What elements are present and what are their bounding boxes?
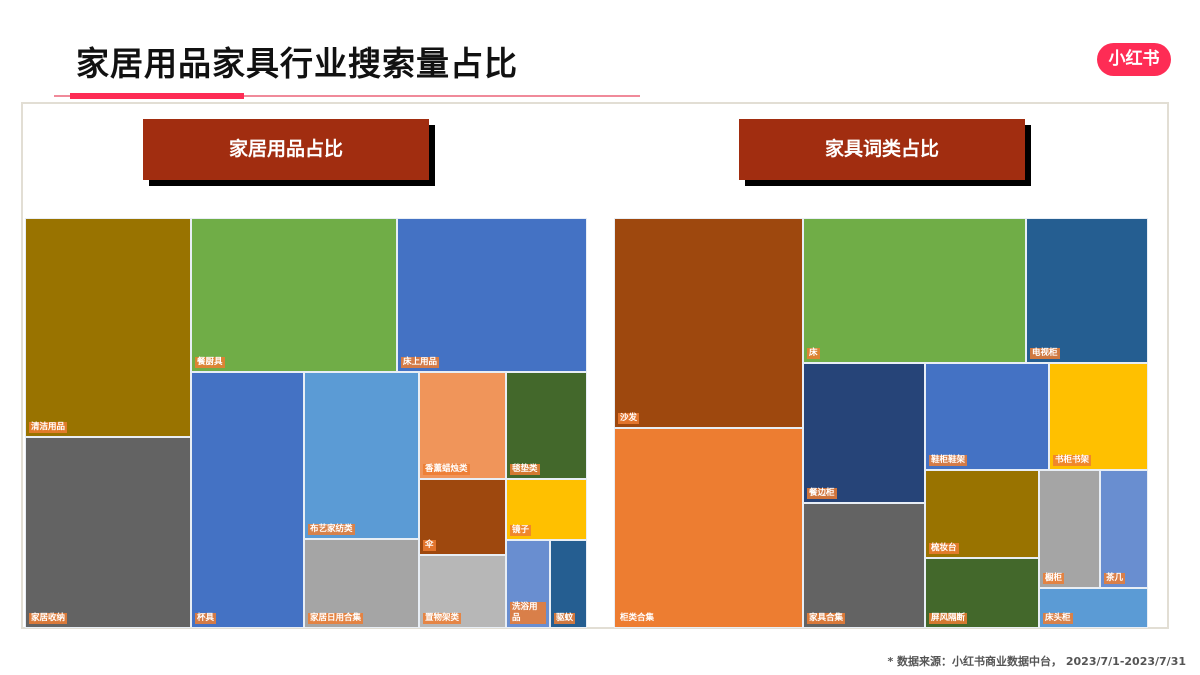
treemap-cell: 床 [803, 218, 1026, 363]
treemap-cell: 柜类合集 [614, 428, 803, 628]
treemap-cell: 屏风隔断 [925, 558, 1039, 628]
treemap-cell-label: 驱蚊 [554, 613, 576, 624]
treemap-cell: 镜子 [506, 479, 587, 540]
treemap-cell-label: 床头柜 [1043, 613, 1073, 624]
treemap-cell: 香薰蜡烛类 [419, 372, 506, 479]
treemap-cell: 毯垫类 [506, 372, 587, 479]
treemap-cell-label: 沙发 [618, 413, 640, 424]
treemap-cell-label: 书柜书架 [1053, 455, 1092, 466]
treemap-cell-label: 屏风隔断 [929, 613, 968, 624]
treemap-cell-label: 家居日用合集 [308, 613, 364, 624]
treemap-cell-label: 床上用品 [401, 357, 440, 368]
treemap-cell-label: 毯垫类 [510, 464, 540, 475]
treemap-cell: 驱蚊 [550, 540, 587, 628]
treemap-cell-label: 镜子 [510, 525, 532, 536]
treemap-cell-label: 床 [807, 348, 820, 359]
treemap-cell-label: 电视柜 [1030, 348, 1060, 359]
furniture-treemap: 沙发柜类合集 床 电视柜餐边柜家具合集 鞋柜鞋架 书柜书架梳妆台屏风隔断 橱柜 茶几床头柜 [614, 218, 1148, 628]
treemap-cell-label: 橱柜 [1043, 573, 1065, 584]
treemap-cell: 沙发 [614, 218, 803, 428]
treemap-cell-label: 伞 [423, 540, 436, 551]
title-underline-accent [70, 93, 244, 99]
treemap-cell-label: 家具合集 [807, 613, 846, 624]
treemap-cell: 家居日用合集 [304, 539, 419, 628]
treemap-cell: 橱柜 [1039, 470, 1100, 588]
treemap-cell: 床头柜 [1039, 588, 1148, 628]
treemap-cell-label: 布艺家纺类 [308, 524, 355, 535]
furniture-header: 家具词类占比 [739, 119, 1025, 180]
treemap-cell: 书柜书架 [1049, 363, 1148, 470]
treemap-cell-label: 鞋柜鞋架 [929, 455, 968, 466]
treemap-cell: 洗浴用品 [506, 540, 550, 628]
treemap-cell-label: 家居收纳 [29, 613, 68, 624]
treemap-cell-label: 餐厨具 [195, 357, 225, 368]
page-title: 家居用品家具行业搜索量占比 [76, 44, 518, 83]
treemap-cell: 鞋柜鞋架 [925, 363, 1049, 470]
household-goods-header: 家居用品占比 [143, 119, 429, 180]
treemap-cell-label: 梳妆台 [929, 543, 959, 554]
xiaohongshu-logo: 小红书 [1097, 43, 1171, 76]
treemap-cell: 餐厨具 [191, 218, 397, 372]
treemap-cell-label: 茶几 [1104, 573, 1126, 584]
treemap-cell-label: 香薰蜡烛类 [423, 464, 470, 475]
treemap-cell: 置物架类 [419, 555, 506, 628]
treemap-cell-label: 清洁用品 [29, 422, 68, 433]
treemap-cell: 布艺家纺类 [304, 372, 419, 539]
treemap-cell: 茶几 [1100, 470, 1148, 588]
treemap-cell: 家具合集 [803, 503, 925, 628]
treemap-cell: 餐边柜 [803, 363, 925, 503]
treemap-cell: 梳妆台 [925, 470, 1039, 558]
data-source-footnote: * 数据来源：小红书商业数据中台， 2023/7/1-2023/7/31 [887, 655, 1186, 668]
treemap-cell-label: 柜类合集 [618, 613, 657, 624]
household-goods-treemap: 清洁用品家居收纳 餐厨具 床上用品杯具 布艺家纺类家居日用合集 香薰蜡烛类 毯垫类伞 镜子置… [25, 218, 587, 628]
title-underline [54, 95, 640, 97]
treemap-cell: 电视柜 [1026, 218, 1148, 363]
treemap-cell-label: 餐边柜 [807, 488, 837, 499]
treemap-cell: 清洁用品 [25, 218, 191, 437]
treemap-cell: 杯具 [191, 372, 304, 628]
treemap-cell-label: 洗浴用品 [510, 602, 546, 624]
treemap-cell-label: 置物架类 [423, 613, 462, 624]
treemap-cell: 伞 [419, 479, 506, 555]
treemap-cell: 家居收纳 [25, 437, 191, 628]
treemap-cell: 床上用品 [397, 218, 587, 372]
treemap-cell-label: 杯具 [195, 613, 217, 624]
